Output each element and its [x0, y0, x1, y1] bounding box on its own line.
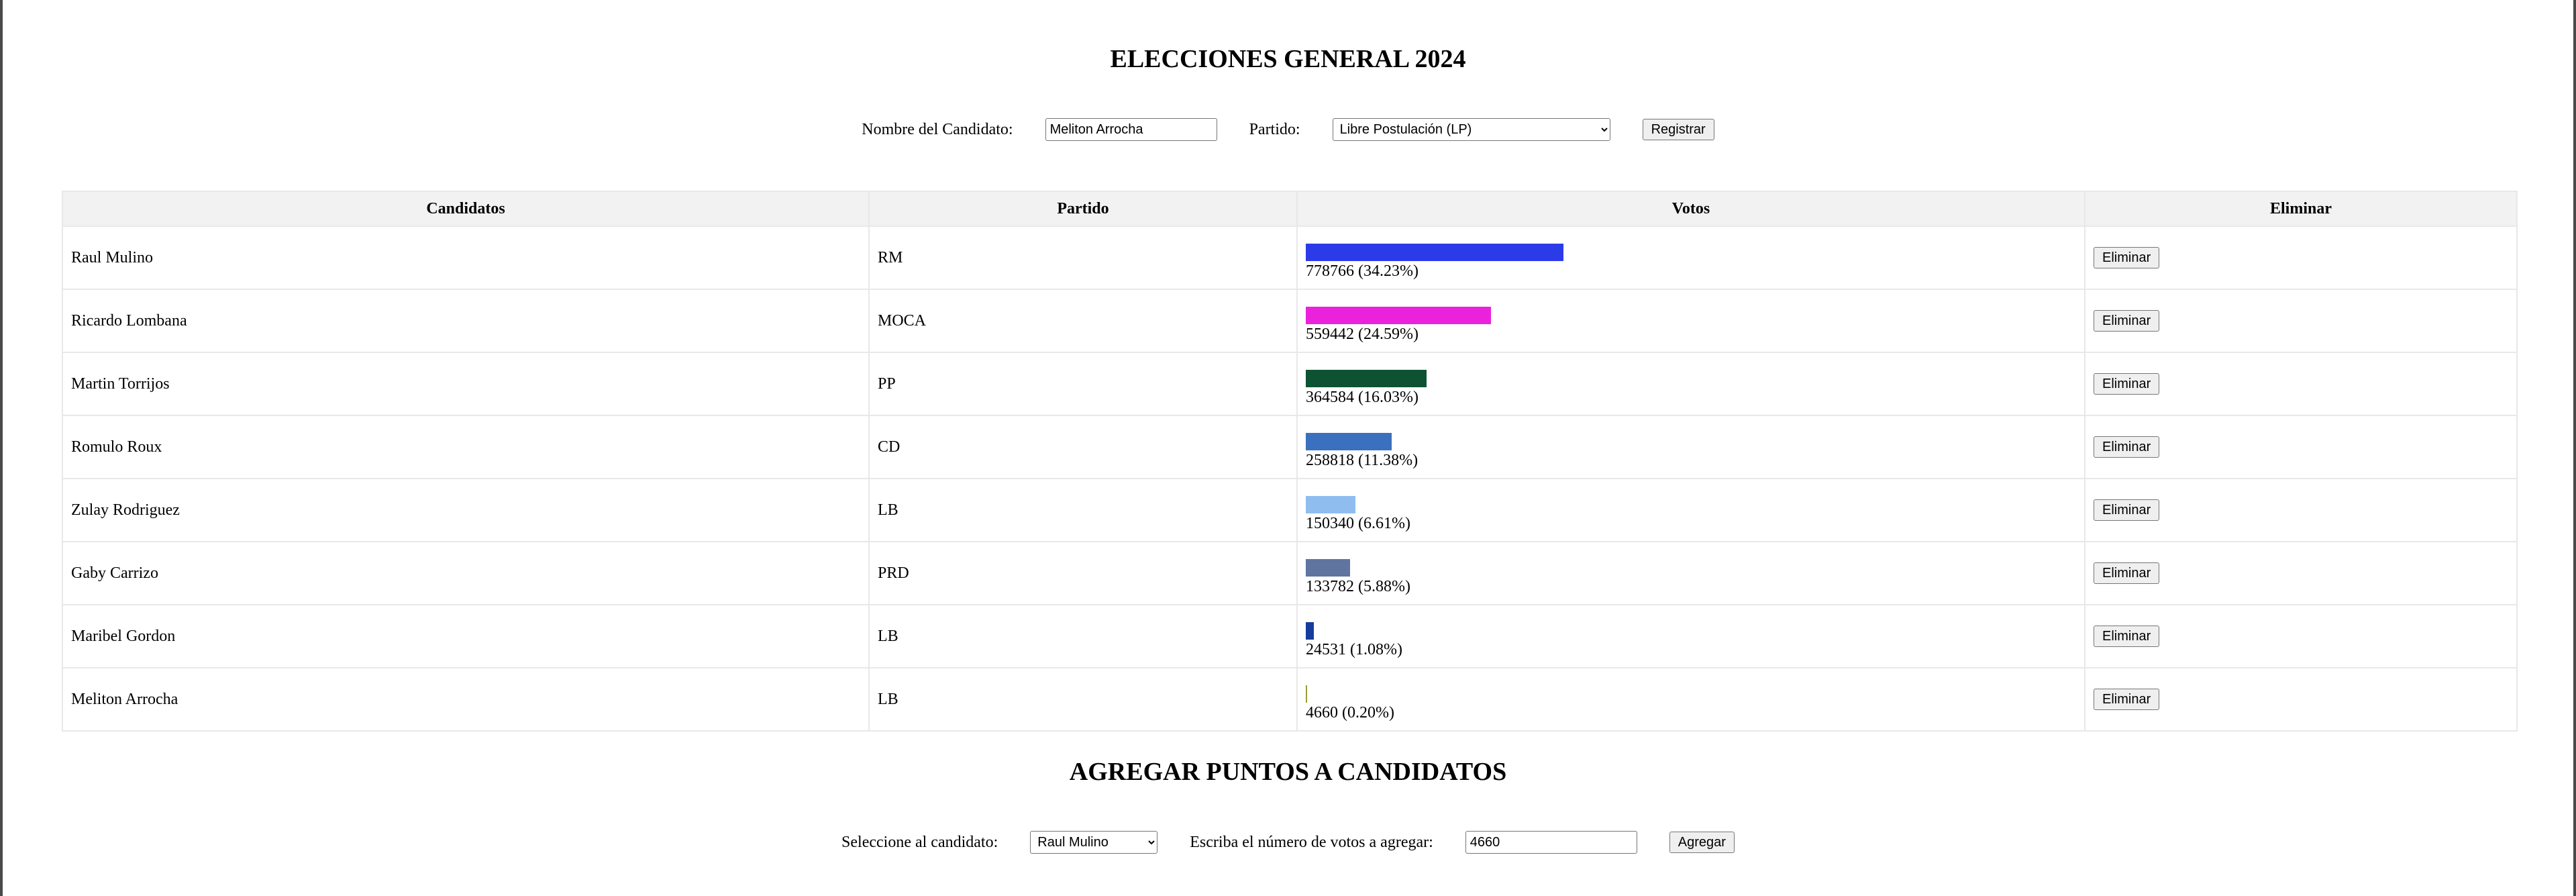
party-cell: PP: [868, 352, 1298, 416]
votes-cell: 364584 (16.03%): [1296, 352, 2085, 416]
votes-cell: 24531 (1.08%): [1296, 604, 2085, 668]
add-points-title: AGREGAR PUNTOS A CANDIDATOS: [1069, 758, 1507, 786]
votes-cell: 559442 (24.59%): [1296, 289, 2085, 353]
votes-text: 559442 (24.59%): [1306, 325, 1419, 343]
delete-cell: Eliminar: [2084, 541, 2518, 605]
table-row: Romulo Roux CD 258818 (11.38%) Eliminar: [62, 415, 2518, 479]
votes-to-add-label: Escriba el número de votos a agregar:: [1190, 833, 1433, 851]
votes-bar: [1306, 432, 1392, 450]
candidate-name-cell: Romulo Roux: [62, 415, 870, 479]
table-row: Zulay Rodriguez LB 150340 (6.61%) Elimin…: [62, 478, 2518, 542]
delete-button[interactable]: Eliminar: [2094, 499, 2160, 521]
delete-cell: Eliminar: [2084, 478, 2518, 542]
page-title: ELECCIONES GENERAL 2024: [1110, 45, 1466, 73]
delete-button[interactable]: Eliminar: [2094, 310, 2160, 332]
party-cell: LB: [868, 667, 1298, 732]
header-votos: Votos: [1296, 191, 2085, 227]
party-cell: RM: [868, 226, 1298, 290]
votes-text: 24531 (1.08%): [1306, 640, 1402, 658]
delete-cell: Eliminar: [2084, 352, 2518, 416]
votes-text: 778766 (34.23%): [1306, 262, 1419, 280]
register-button[interactable]: Registrar: [1642, 119, 1714, 140]
candidate-name-label: Nombre del Candidato:: [862, 120, 1013, 138]
party-label: Partido:: [1249, 120, 1300, 138]
table-row: Ricardo Lombana MOCA 559442 (24.59%) Eli…: [62, 289, 2518, 353]
add-votes-form: Seleccione al candidato: Raul Mulino Esc…: [3, 831, 2573, 854]
votes-bar: [1306, 558, 1350, 577]
votes-cell: 258818 (11.38%): [1296, 415, 2085, 479]
delete-button[interactable]: Eliminar: [2094, 626, 2160, 647]
header-partido: Partido: [868, 191, 1298, 227]
candidate-name-cell: Meliton Arrocha: [62, 667, 870, 732]
votes-bar: [1306, 369, 1427, 387]
candidate-name-cell: Zulay Rodriguez: [62, 478, 870, 542]
register-form: Nombre del Candidato: Partido: Libre Pos…: [3, 118, 2573, 141]
votes-cell: 133782 (5.88%): [1296, 541, 2085, 605]
delete-cell: Eliminar: [2084, 604, 2518, 668]
votes-text: 258818 (11.38%): [1306, 451, 1419, 469]
party-cell: CD: [868, 415, 1298, 479]
votes-text: 364584 (16.03%): [1306, 388, 1419, 406]
party-cell: LB: [868, 478, 1298, 542]
party-cell: PRD: [868, 541, 1298, 605]
delete-cell: Eliminar: [2084, 289, 2518, 353]
delete-button[interactable]: Eliminar: [2094, 373, 2160, 395]
votes-bar: [1306, 621, 1314, 640]
table-row: Raul Mulino RM 778766 (34.23%) Eliminar: [62, 226, 2518, 290]
candidate-name-cell: Raul Mulino: [62, 226, 870, 290]
table-row: Meliton Arrocha LB 4660 (0.20%) Eliminar: [62, 667, 2518, 732]
votes-bar: [1306, 495, 1355, 513]
votes-bar: [1306, 243, 1563, 261]
table-row: Martin Torrijos PP 364584 (16.03%) Elimi…: [62, 352, 2518, 416]
votes-text: 133782 (5.88%): [1306, 577, 1410, 595]
header-eliminar: Eliminar: [2084, 191, 2518, 227]
delete-cell: Eliminar: [2084, 415, 2518, 479]
delete-button[interactable]: Eliminar: [2094, 247, 2160, 268]
delete-button[interactable]: Eliminar: [2094, 689, 2160, 710]
votes-text: 4660 (0.20%): [1306, 703, 1394, 721]
party-cell: LB: [868, 604, 1298, 668]
candidate-name-input[interactable]: [1045, 118, 1217, 141]
votes-to-add-input[interactable]: [1465, 831, 1637, 854]
candidates-table: Candidatos Partido Votos Eliminar Raul M…: [62, 191, 2518, 732]
add-button[interactable]: Agregar: [1669, 832, 1735, 853]
table-row: Gaby Carrizo PRD 133782 (5.88%) Eliminar: [62, 541, 2518, 605]
votes-cell: 4660 (0.20%): [1296, 667, 2085, 732]
votes-bar: [1306, 306, 1491, 324]
party-cell: MOCA: [868, 289, 1298, 353]
delete-button[interactable]: Eliminar: [2094, 436, 2160, 458]
votes-bar: [1306, 685, 1307, 703]
party-select[interactable]: Libre Postulación (LP): [1332, 118, 1610, 141]
delete-cell: Eliminar: [2084, 667, 2518, 732]
candidate-name-cell: Gaby Carrizo: [62, 541, 870, 605]
header-candidatos: Candidatos: [62, 191, 870, 227]
candidate-select[interactable]: Raul Mulino: [1030, 831, 1158, 854]
votes-text: 150340 (6.61%): [1306, 514, 1410, 532]
votes-cell: 778766 (34.23%): [1296, 226, 2085, 290]
delete-button[interactable]: Eliminar: [2094, 562, 2160, 584]
candidate-name-cell: Maribel Gordon: [62, 604, 870, 668]
candidate-name-cell: Ricardo Lombana: [62, 289, 870, 353]
table-header-row: Candidatos Partido Votos Eliminar: [62, 191, 2518, 227]
delete-cell: Eliminar: [2084, 226, 2518, 290]
table-row: Maribel Gordon LB 24531 (1.08%) Eliminar: [62, 604, 2518, 668]
candidate-name-cell: Martin Torrijos: [62, 352, 870, 416]
select-candidate-label: Seleccione al candidato:: [841, 833, 998, 851]
votes-cell: 150340 (6.61%): [1296, 478, 2085, 542]
